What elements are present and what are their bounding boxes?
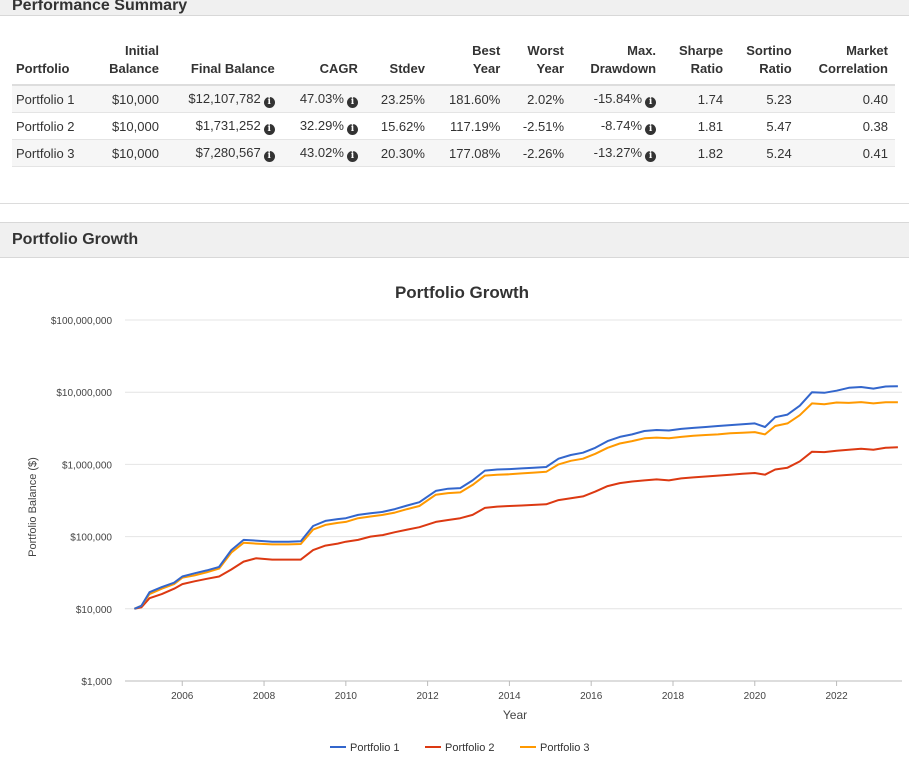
cell-market-correlation: 0.40 <box>798 85 895 113</box>
cell-initial-balance: $10,000 <box>92 139 166 167</box>
info-circle-icon[interactable]: i <box>645 123 657 135</box>
y-tick-label: $1,000 <box>81 677 112 688</box>
x-tick-label: 2020 <box>744 691 767 702</box>
legend-item: Portfolio 3 <box>520 742 590 754</box>
col-header-sortino-ratio: Sortino Ratio <box>730 42 799 86</box>
y-axis-label: Portfolio Balance ($) <box>27 457 39 557</box>
col-header-portfolio: Portfolio <box>12 42 93 86</box>
info-circle-icon[interactable]: i <box>346 96 358 108</box>
table-row: Portfolio 3 $10,000 $7,280,567 i 43.02% i … <box>12 139 895 167</box>
cell-sharpe-ratio: 1.81 <box>663 112 731 140</box>
info-circle-icon[interactable]: i <box>263 150 275 162</box>
portfolio-growth-chart: Portfolio Growth $1,000 $10,000 $100,000 $1… <box>27 283 902 754</box>
x-tick-label: 2014 <box>498 691 521 702</box>
info-circle-icon[interactable]: i <box>263 123 275 135</box>
cell-worst-year: 2.02% <box>507 85 572 113</box>
performance-table: Portfolio Initial Balance Final Balance C… <box>12 42 895 167</box>
cell-max-drawdown: -13.27% i <box>571 139 664 167</box>
cell-stdev: 20.30% <box>364 139 432 167</box>
cell-market-correlation: 0.41 <box>798 139 895 167</box>
cell-best-year: 117.19% <box>431 112 508 140</box>
info-circle-icon[interactable]: i <box>263 96 275 108</box>
y-tick-label: $1,000,000 <box>62 460 112 471</box>
legend-item: Portfolio 2 <box>425 742 495 754</box>
cell-stdev: 15.62% <box>364 112 432 140</box>
cell-stdev: 23.25% <box>364 85 432 113</box>
legend-item: Portfolio 1 <box>330 742 400 754</box>
col-header-worst-year: Worst Year <box>507 42 572 86</box>
y-tick-label: $100,000 <box>70 533 112 544</box>
legend-label: Portfolio 2 <box>445 742 495 754</box>
x-tick-label: 2008 <box>253 691 276 702</box>
x-tick-label: 2006 <box>171 691 194 702</box>
col-header-sharpe-ratio: Sharpe Ratio <box>663 42 731 86</box>
x-tick-label: 2012 <box>416 691 439 702</box>
cell-cagr: 47.03% i <box>281 85 365 113</box>
info-circle-icon[interactable]: i <box>346 123 358 135</box>
performance-summary-header: Performance Summary <box>0 0 909 16</box>
cell-portfolio-name: Portfolio 1 <box>12 85 93 113</box>
cell-max-drawdown: -8.74% i <box>571 112 664 140</box>
col-header-max-drawdown: Max. Drawdown <box>571 42 664 86</box>
cell-market-correlation: 0.38 <box>798 112 895 140</box>
chart-legend: Portfolio 1 Portfolio 2 Portfolio 3 <box>330 742 590 754</box>
cell-final-balance: $7,280,567 i <box>165 139 282 167</box>
legend-label: Portfolio 3 <box>540 742 590 754</box>
info-circle-icon[interactable]: i <box>645 150 657 162</box>
chart-title: Portfolio Growth <box>395 283 529 302</box>
cell-sharpe-ratio: 1.74 <box>663 85 731 113</box>
cell-sortino-ratio: 5.47 <box>730 112 799 140</box>
info-circle-icon[interactable]: i <box>645 96 657 108</box>
cell-max-drawdown: -15.84% i <box>571 85 664 113</box>
cell-best-year: 181.60% <box>431 85 508 113</box>
col-header-final-balance: Final Balance <box>165 42 282 86</box>
cell-initial-balance: $10,000 <box>92 112 166 140</box>
col-header-initial-balance: Initial Balance <box>92 42 166 86</box>
info-circle-icon[interactable]: i <box>346 150 358 162</box>
legend-label: Portfolio 1 <box>350 742 400 754</box>
table-row: Portfolio 2 $10,000 $1,731,252 i 32.29% i … <box>12 112 895 140</box>
cell-portfolio-name: Portfolio 2 <box>12 112 93 140</box>
cell-cagr: 32.29% i <box>281 112 365 140</box>
col-header-market-correlation: Market Correlation <box>798 42 895 86</box>
section-divider <box>0 203 909 204</box>
col-header-stdev: Stdev <box>364 42 432 86</box>
y-tick-label: $100,000,000 <box>51 316 113 327</box>
series-line-portfolio-1 <box>134 385 898 610</box>
series-line-portfolio-2 <box>134 446 898 610</box>
table-row: Portfolio 1 $10,000 $12,107,782 i 47.03% i… <box>12 85 895 113</box>
col-header-best-year: Best Year <box>431 42 508 86</box>
cell-final-balance: $12,107,782 i <box>165 85 282 113</box>
portfolio-growth-panel-title: Portfolio Growth <box>12 231 139 248</box>
x-tick-label: 2010 <box>335 691 358 702</box>
cell-worst-year: -2.51% <box>507 112 572 140</box>
cell-worst-year: -2.26% <box>507 139 572 167</box>
y-tick-label: $10,000,000 <box>56 388 112 399</box>
x-axis-label: Year <box>503 708 527 722</box>
x-tick-label: 2018 <box>662 691 685 702</box>
cell-sharpe-ratio: 1.82 <box>663 139 731 167</box>
portfolio-growth-header: Portfolio Growth <box>0 222 909 258</box>
cell-cagr: 43.02% i <box>281 139 365 167</box>
cell-portfolio-name: Portfolio 3 <box>12 139 93 167</box>
performance-summary-title: Performance Summary <box>12 0 188 14</box>
x-tick-label: 2016 <box>580 691 603 702</box>
y-tick-label: $10,000 <box>76 605 113 616</box>
table-header-row: Portfolio Initial Balance Final Balance C… <box>12 42 895 86</box>
x-tick-label: 2022 <box>825 691 848 702</box>
col-header-cagr: CAGR <box>281 42 365 86</box>
cell-initial-balance: $10,000 <box>92 85 166 113</box>
cell-sortino-ratio: 5.23 <box>730 85 799 113</box>
cell-sortino-ratio: 5.24 <box>730 139 799 167</box>
cell-final-balance: $1,731,252 i <box>165 112 282 140</box>
cell-best-year: 177.08% <box>431 139 508 167</box>
series-line-portfolio-3 <box>134 401 898 610</box>
